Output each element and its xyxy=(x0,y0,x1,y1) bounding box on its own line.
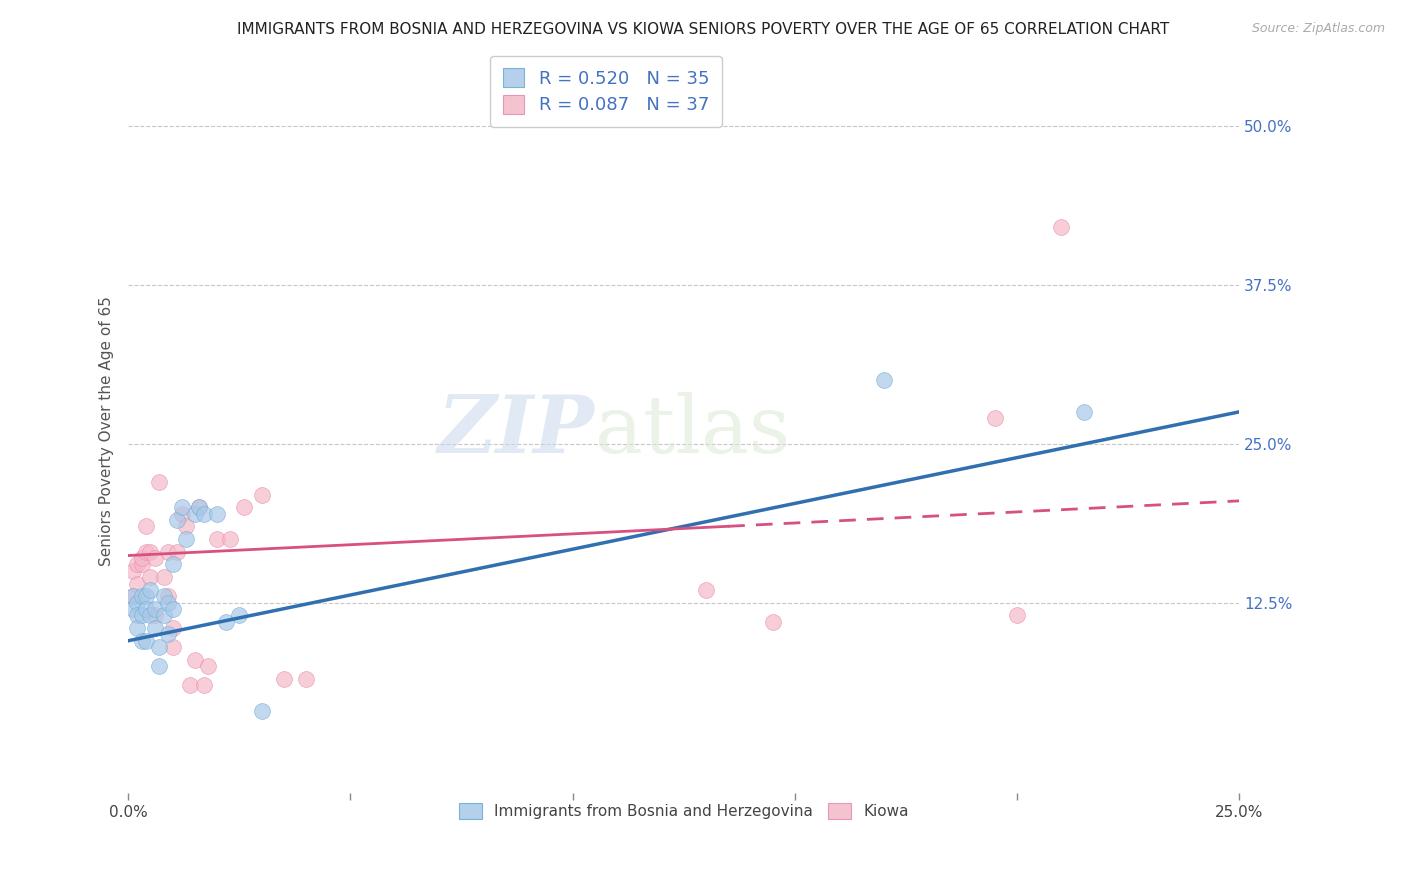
Point xyxy=(131,608,153,623)
Point xyxy=(188,500,211,515)
Point xyxy=(127,608,149,623)
Text: IMMIGRANTS FROM BOSNIA AND HERZEGOVINA VS KIOWA SENIORS POVERTY OVER THE AGE OF : IMMIGRANTS FROM BOSNIA AND HERZEGOVINA V… xyxy=(236,22,1170,37)
Point xyxy=(162,621,184,635)
Point xyxy=(228,608,250,623)
Point xyxy=(193,507,215,521)
Point xyxy=(139,608,162,623)
Point xyxy=(157,545,180,559)
Point xyxy=(121,564,143,578)
Point xyxy=(143,551,166,566)
Point xyxy=(135,589,157,603)
Point xyxy=(695,582,717,597)
Point xyxy=(131,551,153,566)
Point xyxy=(143,608,166,623)
Point xyxy=(148,640,170,654)
Point xyxy=(179,678,201,692)
Text: ZIP: ZIP xyxy=(439,392,595,470)
Point xyxy=(174,519,197,533)
Point xyxy=(1073,405,1095,419)
Point xyxy=(984,411,1007,425)
Point xyxy=(127,596,149,610)
Point xyxy=(157,627,180,641)
Point xyxy=(197,659,219,673)
Point xyxy=(153,570,176,584)
Point xyxy=(215,615,238,629)
Point xyxy=(135,633,157,648)
Point xyxy=(193,678,215,692)
Point xyxy=(205,507,228,521)
Point xyxy=(121,589,143,603)
Point xyxy=(157,589,180,603)
Point xyxy=(174,532,197,546)
Point xyxy=(170,500,193,515)
Point xyxy=(273,672,295,686)
Text: Source: ZipAtlas.com: Source: ZipAtlas.com xyxy=(1251,22,1385,36)
Point xyxy=(135,519,157,533)
Text: atlas: atlas xyxy=(595,392,790,470)
Point xyxy=(135,602,157,616)
Point xyxy=(232,500,254,515)
Point xyxy=(121,589,143,603)
Point xyxy=(131,589,153,603)
Point xyxy=(131,558,153,572)
Legend: Immigrants from Bosnia and Herzegovina, Kiowa: Immigrants from Bosnia and Herzegovina, … xyxy=(453,797,915,826)
Point xyxy=(188,500,211,515)
Point xyxy=(121,602,143,616)
Y-axis label: Seniors Poverty Over the Age of 65: Seniors Poverty Over the Age of 65 xyxy=(100,296,114,566)
Point xyxy=(143,602,166,616)
Point xyxy=(205,532,228,546)
Point xyxy=(184,507,207,521)
Point xyxy=(127,558,149,572)
Point xyxy=(762,615,785,629)
Point xyxy=(148,659,170,673)
Point xyxy=(139,582,162,597)
Point xyxy=(153,589,176,603)
Point xyxy=(131,633,153,648)
Point xyxy=(143,621,166,635)
Point xyxy=(127,576,149,591)
Point xyxy=(166,545,188,559)
Point xyxy=(139,545,162,559)
Point xyxy=(184,653,207,667)
Point xyxy=(148,475,170,489)
Point xyxy=(162,640,184,654)
Point xyxy=(1050,220,1073,235)
Point xyxy=(873,373,896,387)
Point xyxy=(153,608,176,623)
Point xyxy=(295,672,318,686)
Point xyxy=(162,558,184,572)
Point xyxy=(250,487,273,501)
Point xyxy=(162,602,184,616)
Point xyxy=(139,570,162,584)
Point xyxy=(219,532,242,546)
Point xyxy=(166,513,188,527)
Point xyxy=(170,507,193,521)
Point xyxy=(157,596,180,610)
Point xyxy=(1005,608,1028,623)
Point xyxy=(127,621,149,635)
Point xyxy=(135,545,157,559)
Point xyxy=(250,704,273,718)
